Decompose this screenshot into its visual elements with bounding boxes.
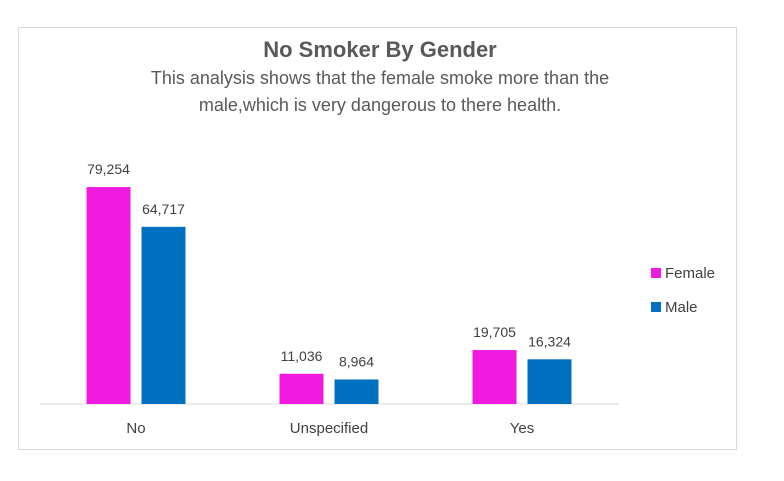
legend-swatch-male: [651, 302, 661, 312]
data-label-male-unspecified: 8,964: [339, 353, 374, 369]
bar-male-unspecified: [334, 379, 379, 404]
bar-female-no: [86, 187, 131, 404]
data-label-female-no: 79,254: [87, 161, 130, 177]
chart-subtitle-line-1: This analysis shows that the female smok…: [151, 68, 609, 88]
data-label-female-yes: 19,705: [473, 324, 516, 340]
bar-male-no: [141, 226, 186, 404]
legend: Female Male: [651, 265, 715, 316]
bar-male-yes: [527, 359, 572, 404]
plot-area: 79,254 64,717 No 11,036 8,964 Unspecified 19,7…: [40, 161, 619, 437]
legend-label-female: Female: [665, 265, 715, 282]
x-tick-label-no: No: [126, 420, 145, 437]
data-label-male-yes: 16,324: [528, 333, 571, 349]
x-tick-label-unspecified: Unspecified: [290, 420, 368, 437]
legend-label-male: Male: [665, 299, 698, 316]
chart-subtitle-line-2: male,which is very dangerous to there he…: [199, 95, 561, 115]
x-tick-label-yes: Yes: [510, 420, 534, 437]
chart-title: No Smoker By Gender: [263, 37, 497, 62]
bar-female-unspecified: [279, 373, 324, 404]
data-label-male-no: 64,717: [142, 201, 185, 217]
bar-female-yes: [472, 350, 517, 404]
legend-swatch-female: [651, 268, 661, 278]
data-label-female-unspecified: 11,036: [281, 348, 323, 364]
